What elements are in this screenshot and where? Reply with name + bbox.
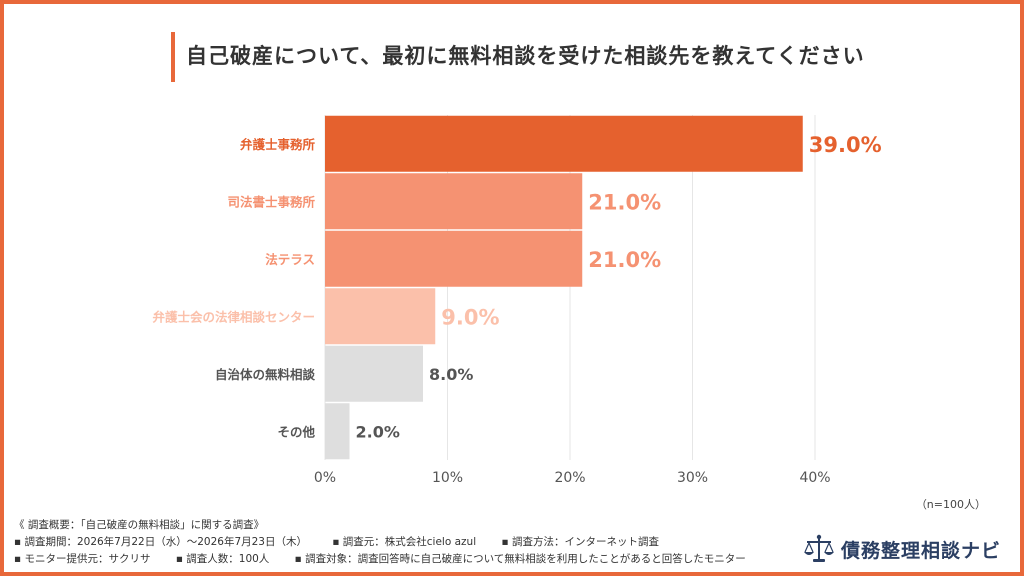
category-label: 弁護士会の法律相談センター: [152, 309, 315, 324]
bar: [325, 230, 583, 287]
x-tick-label: 40%: [799, 470, 830, 486]
survey-period: ▪ 調査期間：2026年7月22日（水）〜2026年7月23日（木）: [14, 536, 307, 548]
category-label: 自治体の無料相談: [215, 367, 316, 382]
survey-method: ▪ 調査方法：インターネット調査: [501, 536, 659, 548]
x-tick-label: 0%: [314, 470, 336, 486]
category-label: 司法書士事務所: [227, 194, 315, 209]
survey-source: ▪ 調査元：株式会社cielo azul: [332, 536, 477, 548]
x-tick-label: 20%: [554, 470, 585, 486]
category-label: 法テラス: [265, 252, 315, 267]
chart-title: 自己破産について、最初に無料相談を受けた相談先を教えてください: [186, 44, 865, 68]
site-logo: 債務整理相談ナビ: [803, 532, 1001, 566]
value-label: 2.0%: [356, 422, 400, 441]
sample-size-note: （n=100人）: [915, 498, 986, 511]
logo-text: 債務整理相談ナビ: [841, 539, 1002, 562]
title-accent-bar: [171, 32, 175, 82]
bar: [325, 115, 803, 172]
survey-provider: ▪ モニター提供元：サクリサ: [14, 553, 151, 565]
bar: [325, 403, 350, 460]
x-tick-label: 10%: [432, 470, 463, 486]
category-label: 弁護士事務所: [240, 137, 316, 152]
scales-icon: [804, 534, 834, 562]
category-label: その他: [277, 424, 315, 439]
bar: [325, 288, 436, 345]
survey-target: ▪ 調査対象：調査回答時に自己破産について無料相談を利用したことがあると回答した…: [294, 553, 746, 565]
bar: [325, 173, 583, 230]
survey-count: ▪ 調査人数：100人: [175, 553, 270, 565]
value-label: 8.0%: [429, 365, 473, 384]
value-label: 21.0%: [588, 248, 661, 272]
value-label: 39.0%: [809, 133, 882, 157]
survey-notes: 《 調査概要：「自己破産の無料相談」に関する調査》 ▪ 調査期間：2026年7月…: [14, 517, 768, 568]
value-label: 9.0%: [441, 305, 499, 329]
survey-summary: 《 調査概要：「自己破産の無料相談」に関する調査》: [14, 519, 265, 531]
bar: [325, 345, 423, 402]
x-tick-label: 30%: [677, 470, 708, 486]
value-label: 21.0%: [588, 190, 661, 214]
